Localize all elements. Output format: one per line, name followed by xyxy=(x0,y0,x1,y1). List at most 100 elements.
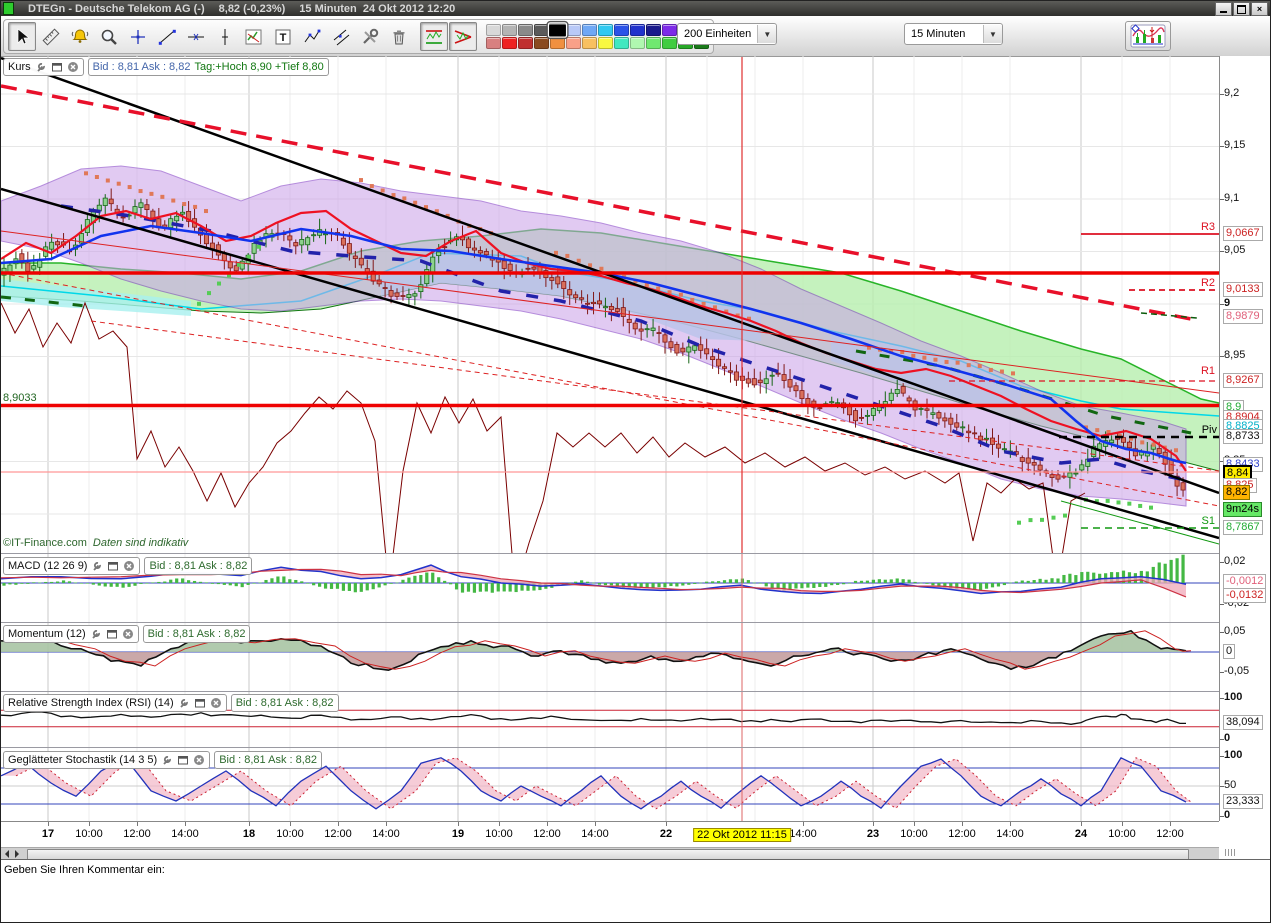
time-tick-label: 18 xyxy=(243,828,255,840)
close-icon[interactable] xyxy=(123,560,135,572)
time-tick-label: 10:00 xyxy=(75,828,103,840)
interval-dropdown-value: 15 Minuten xyxy=(905,28,983,40)
comment-area[interactable]: Geben Sie Ihren Kommentar ein: xyxy=(1,859,1270,923)
svg-text:R2: R2 xyxy=(1201,277,1215,289)
svg-text:8,9033: 8,9033 xyxy=(3,392,37,404)
kurs-bid-ask: Bid : 8,81 Ask : 8,82 xyxy=(93,61,191,73)
title-interval-time: 15 Minuten 24 Okt 2012 12:20 xyxy=(299,3,455,15)
color-swatch[interactable] xyxy=(614,24,629,36)
panel-separator[interactable] xyxy=(1,691,1219,692)
resize-grip[interactable] xyxy=(1225,849,1235,856)
pattern-zigzag-toggle[interactable] xyxy=(420,22,448,51)
close-icon[interactable] xyxy=(67,61,79,73)
color-swatch[interactable] xyxy=(630,24,645,36)
time-tick-label: 24 xyxy=(1075,828,1087,840)
chevron-down-icon[interactable]: ▼ xyxy=(983,25,1002,43)
close-icon[interactable] xyxy=(210,697,222,709)
close-icon[interactable] xyxy=(193,754,205,766)
color-swatch[interactable] xyxy=(534,24,549,36)
color-swatch[interactable] xyxy=(662,37,677,49)
color-swatch[interactable] xyxy=(502,24,517,36)
momentum-title: Momentum (12) xyxy=(8,628,86,640)
vertical-line-tool-button[interactable] xyxy=(211,22,239,51)
window-icon[interactable] xyxy=(107,560,119,572)
color-swatch[interactable] xyxy=(630,37,645,49)
horizontal-segment-tool-button[interactable] xyxy=(182,22,210,51)
restore-button[interactable] xyxy=(1233,2,1250,16)
color-swatch[interactable] xyxy=(662,24,677,36)
chart-style-button[interactable] xyxy=(1125,21,1171,51)
price-badge: 38,094 xyxy=(1223,715,1263,730)
zoom-tool-button[interactable] xyxy=(95,22,123,51)
delete-tool-button[interactable] xyxy=(385,22,413,51)
select-tool-button[interactable] xyxy=(8,22,36,51)
time-tick-label: 23 xyxy=(867,828,879,840)
pattern-triangle-toggle[interactable] xyxy=(449,22,477,51)
color-swatch[interactable] xyxy=(598,37,613,49)
color-swatch[interactable] xyxy=(550,37,565,49)
panel-separator[interactable] xyxy=(1,747,1219,748)
polyline-tool-button[interactable] xyxy=(298,22,326,51)
window-icon[interactable] xyxy=(194,697,206,709)
price-axis[interactable]: 9,29,159,19,0598,958,859,06679,01338,987… xyxy=(1219,56,1271,821)
rsi-header: Relative Strength Index (RSI) (14) Bid :… xyxy=(3,694,339,712)
price-badge: 0 xyxy=(1223,644,1235,659)
color-swatch[interactable] xyxy=(614,37,629,49)
window-icon[interactable] xyxy=(51,61,63,73)
scroll-left-arrow[interactable] xyxy=(5,850,9,858)
color-swatch[interactable] xyxy=(582,24,597,36)
window-icon[interactable] xyxy=(106,628,118,640)
point-tool-button[interactable] xyxy=(124,22,152,51)
color-swatch[interactable] xyxy=(582,37,597,49)
wrench-icon[interactable] xyxy=(178,697,190,709)
cursor-icon xyxy=(18,29,29,44)
units-dropdown[interactable]: 200 Einheiten ▼ xyxy=(677,23,777,45)
axis-tick-label: 50 xyxy=(1224,779,1236,791)
alarm-tool-button[interactable] xyxy=(66,22,94,51)
svg-text:S1: S1 xyxy=(1202,515,1215,527)
settings-tool-button[interactable] xyxy=(356,22,384,51)
color-swatch[interactable] xyxy=(566,24,581,36)
time-axis[interactable]: 1710:0012:0014:001810:0012:0014:001910:0… xyxy=(1,821,1219,848)
color-swatch[interactable] xyxy=(534,37,549,49)
minimize-button[interactable] xyxy=(1215,2,1232,16)
window-title: DTEGn - Deutsche Telekom AG (-) xyxy=(28,3,205,15)
color-swatch[interactable] xyxy=(646,37,661,49)
color-swatch[interactable] xyxy=(646,24,661,36)
color-swatch[interactable] xyxy=(518,24,533,36)
color-swatch[interactable] xyxy=(486,37,501,49)
time-tick-label: 14:00 xyxy=(789,828,817,840)
scroll-right-arrow[interactable] xyxy=(15,850,19,858)
title-bar[interactable]: DTEGn - Deutsche Telekom AG (-) 8,82 (-0… xyxy=(1,1,1270,16)
interval-dropdown[interactable]: 15 Minuten ▼ xyxy=(904,23,1003,45)
time-tick-label: 10:00 xyxy=(900,828,928,840)
units-dropdown-value: 200 Einheiten xyxy=(678,28,757,40)
channel-tool-button[interactable] xyxy=(327,22,355,51)
trendline-tool-button[interactable] xyxy=(153,22,181,51)
color-swatch[interactable] xyxy=(598,24,613,36)
color-swatch[interactable] xyxy=(502,37,517,49)
data-provider-note: ©IT-Finance.comDaten sind indikativ xyxy=(3,537,188,549)
panel-separator[interactable] xyxy=(1,553,1219,554)
color-swatch[interactable] xyxy=(566,37,581,49)
time-tick-label: 12:00 xyxy=(948,828,976,840)
drawing-toolbar: T xyxy=(3,19,714,54)
close-button[interactable]: × xyxy=(1251,2,1268,16)
close-icon[interactable] xyxy=(122,628,134,640)
wrench-icon[interactable] xyxy=(90,628,102,640)
chevron-down-icon[interactable]: ▼ xyxy=(757,25,776,43)
color-swatch[interactable] xyxy=(548,22,568,38)
wrench-icon[interactable] xyxy=(35,61,47,73)
panel-separator[interactable] xyxy=(1,622,1219,623)
forecast-tool-button[interactable] xyxy=(240,22,268,51)
wrench-icon[interactable] xyxy=(91,560,103,572)
text-tool-button[interactable]: T xyxy=(269,22,297,51)
color-swatch[interactable] xyxy=(518,37,533,49)
window-icon[interactable] xyxy=(177,754,189,766)
kurs-plot[interactable]: R3R2R1PivS18,9033 xyxy=(1,56,1219,553)
color-swatch[interactable] xyxy=(486,24,501,36)
axis-tick-label: 0 xyxy=(1224,732,1230,744)
horizontal-scrollbar[interactable] xyxy=(1,847,1219,859)
wrench-icon[interactable] xyxy=(161,754,173,766)
measure-tool-button[interactable] xyxy=(37,22,65,51)
